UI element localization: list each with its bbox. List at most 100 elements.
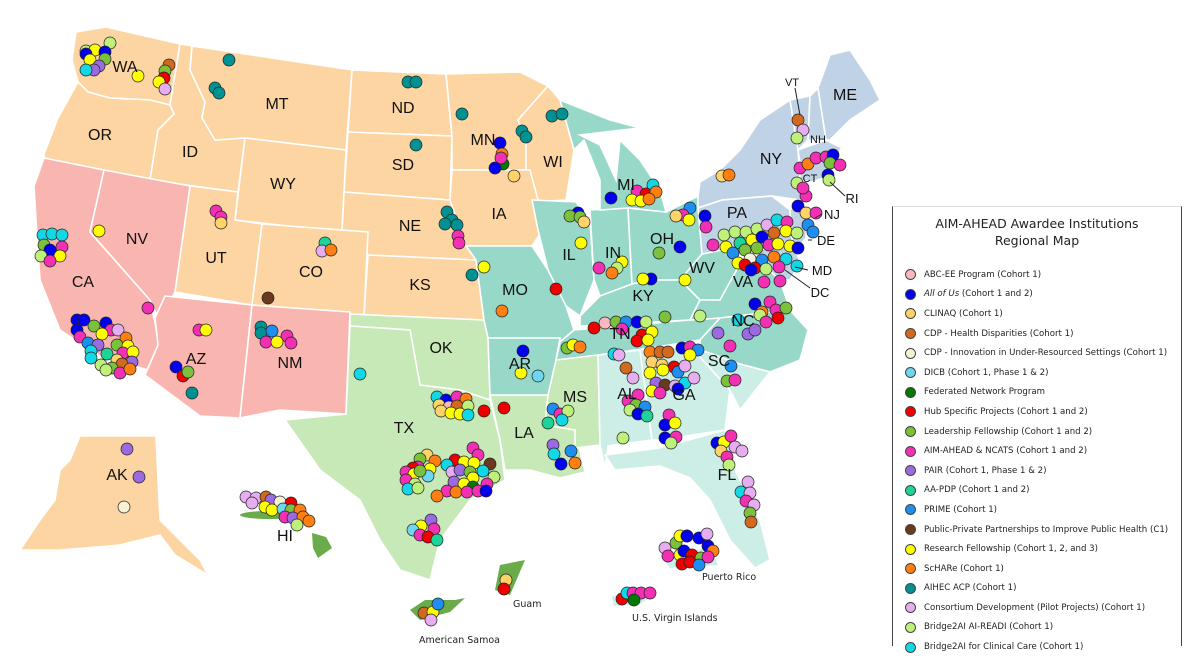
legend-swatch-icon bbox=[905, 367, 916, 379]
legend-label: AA-PDP (Cohort 1 and 2) bbox=[924, 485, 1030, 496]
label-ri: RI bbox=[846, 191, 859, 206]
legend-label: ABC-EE Program (Cohort 1) bbox=[924, 269, 1042, 280]
legend-label: Research Fellowship (Cohort 1, 2, and 3) bbox=[924, 544, 1099, 555]
legend-label: Bridge2AI for Clinical Care (Cohort 1) bbox=[924, 642, 1084, 653]
label-mt: MT bbox=[265, 96, 288, 113]
label-ne: NE bbox=[399, 218, 421, 235]
legend-swatch-icon bbox=[905, 641, 916, 653]
legend-label: Public-Private Partnerships to Improve P… bbox=[924, 524, 1169, 535]
label-co: CO bbox=[299, 264, 323, 281]
label-wa: WA bbox=[112, 59, 138, 76]
label-guam: Guam bbox=[513, 599, 541, 610]
legend-title-line2: Regional Map bbox=[994, 233, 1080, 248]
label-mo: MO bbox=[502, 282, 528, 299]
label-ky: KY bbox=[632, 288, 654, 305]
label-nc: NC bbox=[731, 313, 754, 330]
label-nj: NJ bbox=[824, 207, 840, 222]
legend-swatch-icon bbox=[905, 563, 916, 575]
legend-swatch-icon bbox=[905, 543, 916, 555]
legend-label: DICB (Cohort 1, Phase 1 & 2) bbox=[924, 367, 1049, 378]
region-southwest bbox=[33, 157, 351, 419]
legend-swatch-icon bbox=[905, 328, 916, 340]
legend-swatch-icon bbox=[905, 269, 916, 281]
label-ks: KS bbox=[409, 277, 430, 294]
legend-list: ABC-EE Program (Cohort 1) All of Us (Coh… bbox=[893, 265, 1181, 657]
legend-label: CLINAQ (Cohort 1) bbox=[924, 308, 1003, 319]
legend-swatch-icon bbox=[905, 504, 916, 516]
label-ut: UT bbox=[205, 250, 227, 267]
label-fl: FL bbox=[718, 467, 737, 484]
legend-label: AIM-AHEAD & NCATS (Cohort 1 and 2) bbox=[924, 446, 1088, 457]
legend-label: (Cohort 1 and 2) bbox=[959, 289, 1033, 300]
legend-swatch-icon bbox=[905, 484, 916, 496]
legend-item: All of Us (Cohort 1 and 2) bbox=[905, 285, 1181, 305]
us-regional-map: WA OR ID MT WY ND SD NE KS UT CO CA NV A… bbox=[18, 26, 880, 646]
label-usvi: U.S. Virgin Islands bbox=[632, 613, 718, 624]
legend-item: Research Fellowship (Cohort 1, 2, and 3) bbox=[905, 539, 1181, 559]
legend-title-line1: AIM-AHEAD Awardee Institutions bbox=[935, 216, 1139, 231]
label-mi: MI bbox=[617, 177, 635, 194]
legend-item: Leadership Fellowship (Cohort 1 and 2) bbox=[905, 422, 1181, 442]
legend-title: AIM-AHEAD Awardee Institutions Regional … bbox=[893, 215, 1181, 249]
label-md: MD bbox=[812, 263, 832, 278]
legend-swatch-icon bbox=[905, 347, 916, 359]
legend-label: PAIR (Cohort 1, Phase 1 & 2) bbox=[924, 465, 1047, 476]
label-ny: NY bbox=[760, 151, 783, 168]
legend-item: CDP - Health Disparities (Cohort 1) bbox=[905, 324, 1181, 344]
legend-label: Consortium Development (Pilot Projects) … bbox=[924, 602, 1146, 613]
legend-item: PRIME (Cohort 1) bbox=[905, 500, 1181, 520]
label-wv: WV bbox=[689, 260, 715, 277]
state-ak bbox=[18, 435, 211, 578]
legend-swatch-icon bbox=[905, 386, 916, 398]
legend-swatch-icon bbox=[905, 288, 916, 300]
legend-label: CDP - Innovation in Under-Resourced Sett… bbox=[924, 348, 1168, 359]
legend-swatch-icon bbox=[905, 465, 916, 477]
label-nd: ND bbox=[391, 100, 414, 117]
hawaii-big-island bbox=[312, 533, 332, 558]
legend-item: Federated Network Program bbox=[905, 383, 1181, 403]
legend-label: CDP - Health Disparities (Cohort 1) bbox=[924, 328, 1074, 339]
legend-item: AIHEC ACP (Cohort 1) bbox=[905, 579, 1181, 599]
legend-item: Bridge2AI for Clinical Care (Cohort 1) bbox=[905, 637, 1181, 657]
label-wi: WI bbox=[543, 154, 563, 171]
label-dc: DC bbox=[811, 285, 830, 300]
legend-label: PRIME (Cohort 1) bbox=[924, 504, 998, 515]
label-me: ME bbox=[833, 87, 857, 104]
legend-label: ScHARe (Cohort 1) bbox=[924, 563, 1004, 574]
legend-label: AIHEC ACP (Cohort 1) bbox=[924, 583, 1017, 594]
legend-item: Public-Private Partnerships to Improve P… bbox=[905, 520, 1181, 540]
legend-item: ScHARe (Cohort 1) bbox=[905, 559, 1181, 579]
label-ok: OK bbox=[429, 340, 452, 357]
legend-item: Consortium Development (Pilot Projects) … bbox=[905, 598, 1181, 618]
leader-lines bbox=[784, 87, 846, 289]
legend-swatch-icon bbox=[905, 426, 916, 438]
label-sc: SC bbox=[708, 353, 730, 370]
label-hi: HI bbox=[277, 528, 293, 545]
legend-swatch-icon bbox=[905, 602, 916, 614]
legend-label: Federated Network Program bbox=[924, 387, 1046, 398]
label-ca: CA bbox=[72, 274, 95, 291]
legend-label: Leadership Fellowship (Cohort 1 and 2) bbox=[924, 426, 1093, 437]
legend-item: CDP - Innovation in Under-Resourced Sett… bbox=[905, 343, 1181, 363]
label-vt: VT bbox=[785, 77, 799, 89]
label-in: IN bbox=[605, 245, 621, 262]
label-az: AZ bbox=[186, 351, 207, 368]
legend-swatch-icon bbox=[905, 524, 916, 536]
label-pa: PA bbox=[727, 205, 747, 222]
legend-item: ABC-EE Program (Cohort 1) bbox=[905, 265, 1181, 285]
legend-item: DICB (Cohort 1, Phase 1 & 2) bbox=[905, 363, 1181, 383]
label-il: IL bbox=[562, 247, 575, 264]
legend-item: CLINAQ (Cohort 1) bbox=[905, 304, 1181, 324]
label-ga: GA bbox=[672, 387, 695, 404]
label-ms: MS bbox=[563, 389, 587, 406]
label-ct: CT bbox=[803, 173, 818, 185]
label-tn: TN bbox=[609, 326, 630, 343]
map-legend: AIM-AHEAD Awardee Institutions Regional … bbox=[892, 206, 1182, 653]
label-mn: MN bbox=[471, 132, 496, 149]
region-south-central bbox=[283, 313, 601, 582]
label-ak: AK bbox=[106, 467, 128, 484]
label-or: OR bbox=[88, 127, 112, 144]
label-ia: IA bbox=[491, 206, 506, 223]
legend-label: Hub Specific Projects (Cohort 1 and 2) bbox=[924, 406, 1088, 417]
label-id: ID bbox=[182, 144, 198, 161]
